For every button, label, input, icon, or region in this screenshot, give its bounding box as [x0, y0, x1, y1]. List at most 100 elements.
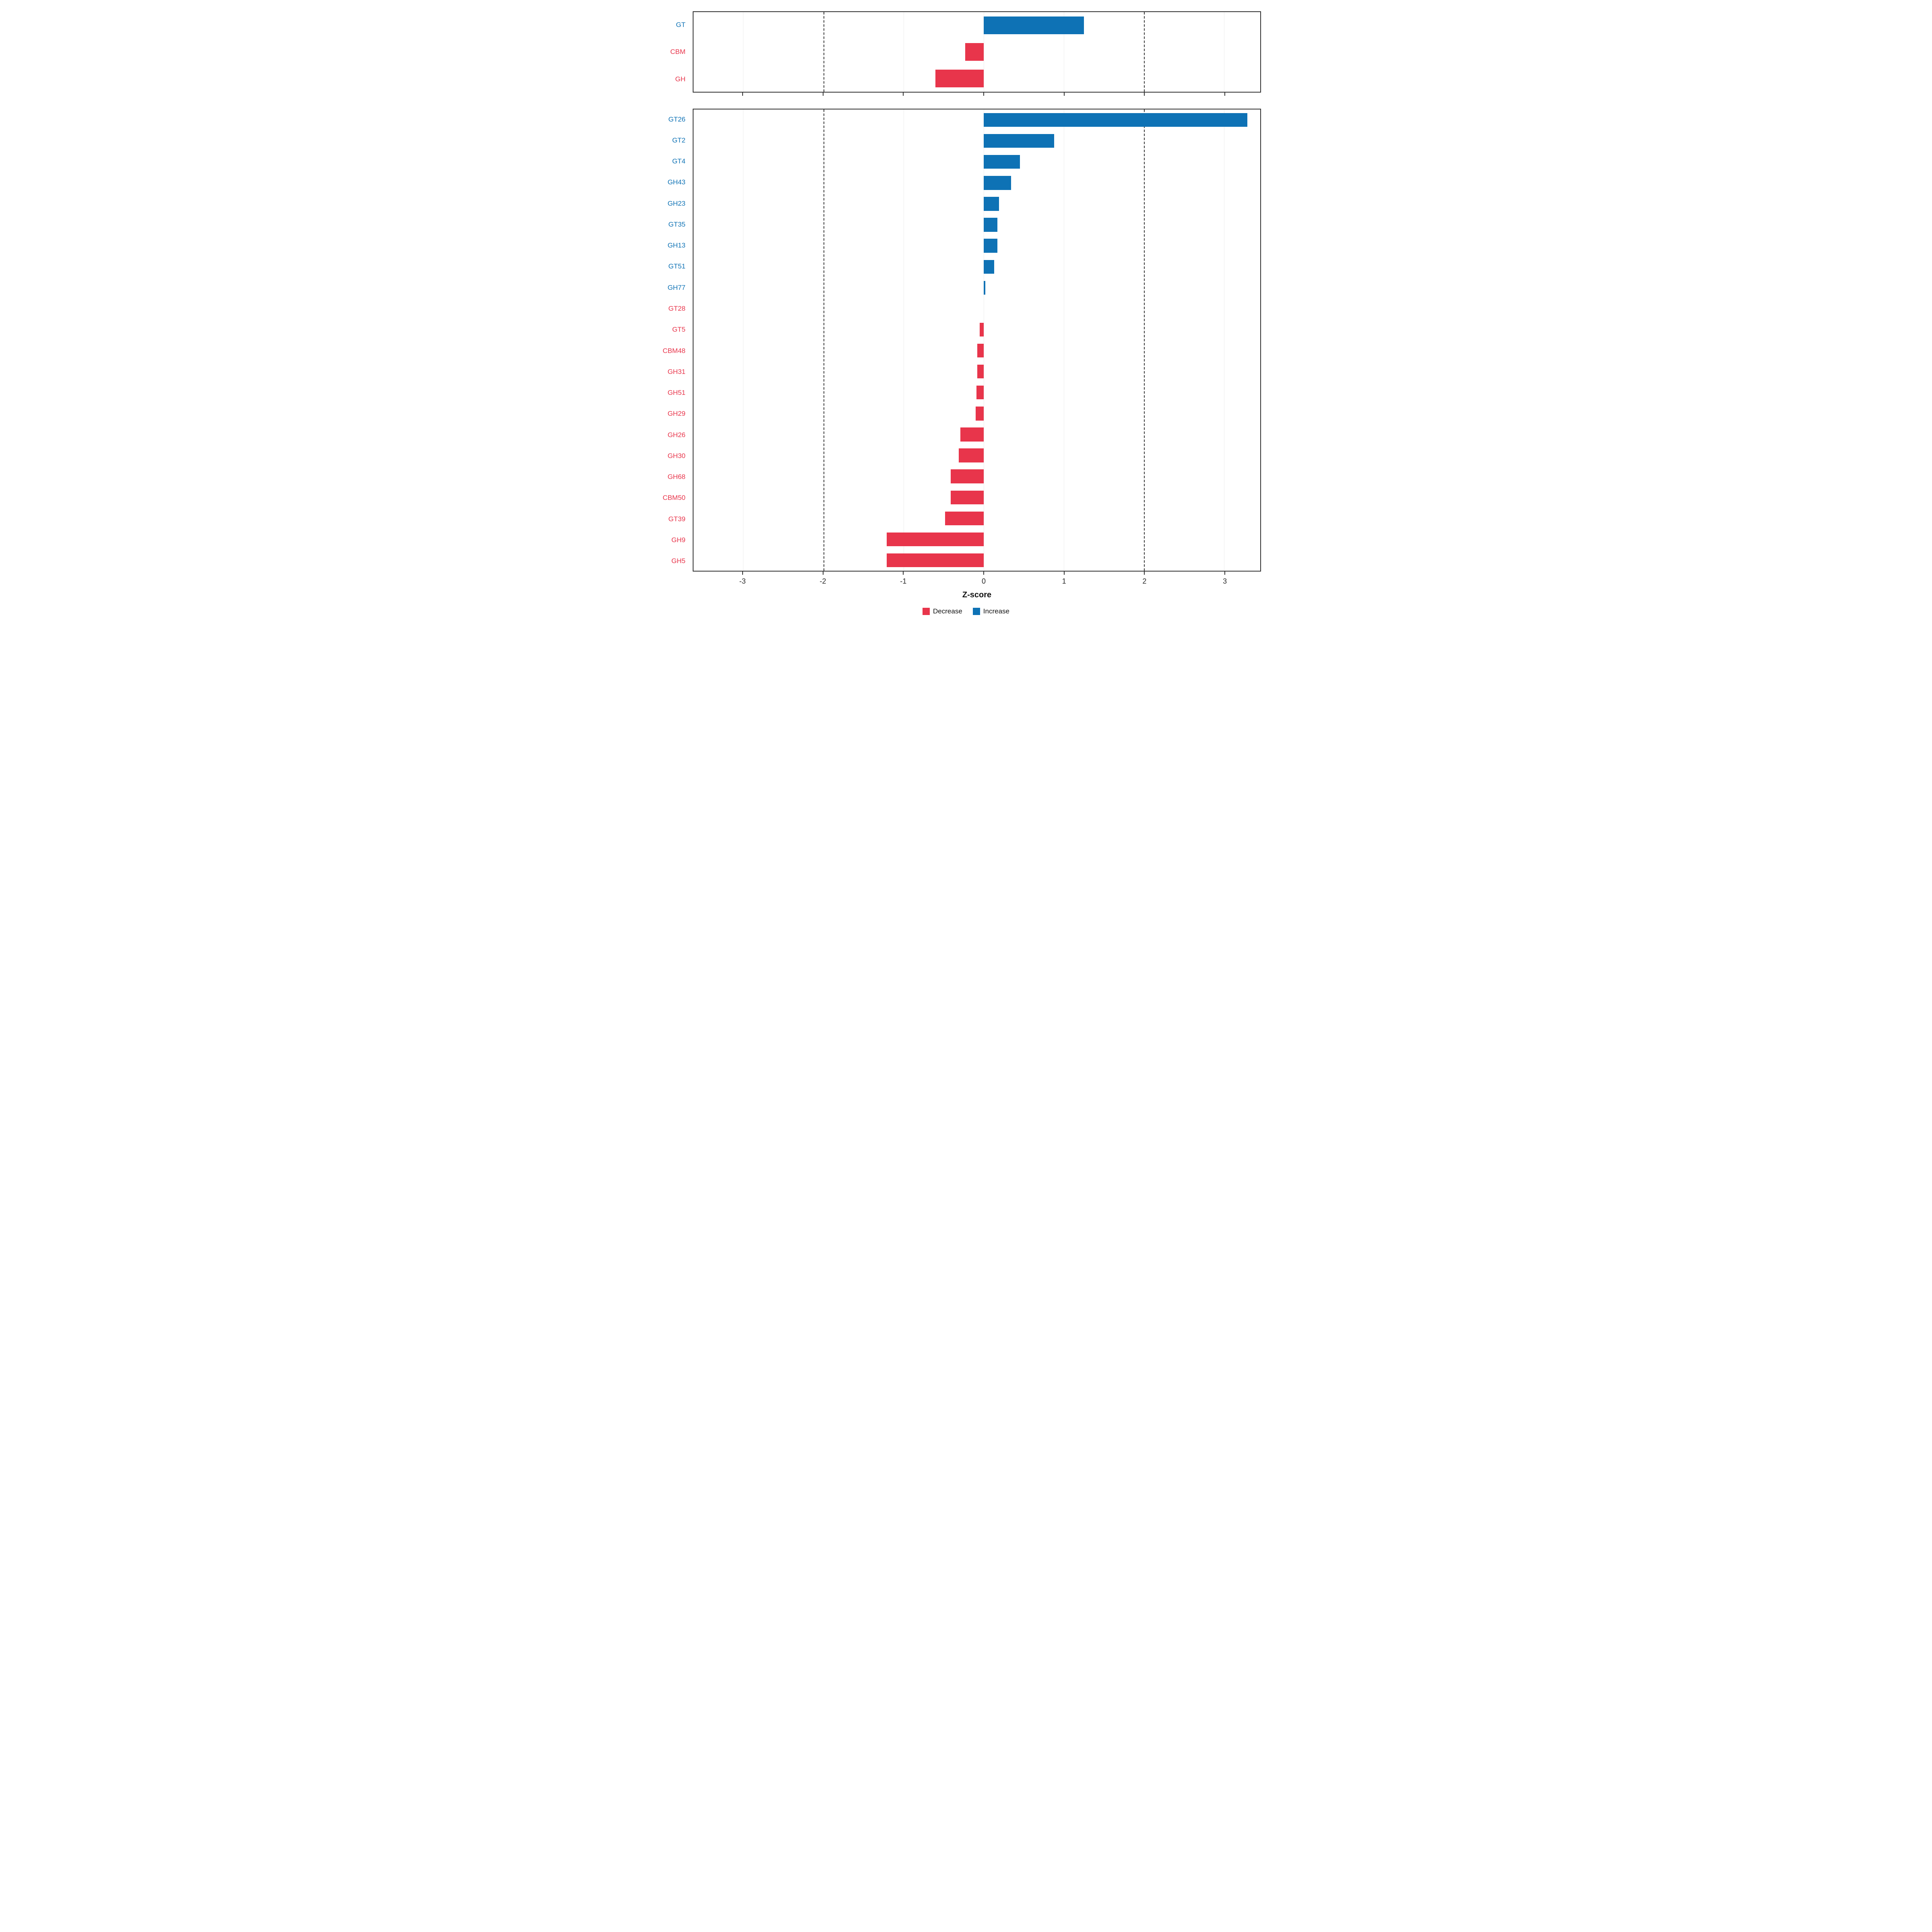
y-axis-label-cbm50: CBM50 — [663, 494, 685, 502]
bar-gt35 — [983, 218, 997, 232]
axis-tick-label--2: -2 — [819, 577, 826, 585]
y-axis-label-gh68: GH68 — [667, 473, 685, 481]
spacer — [654, 572, 689, 576]
bar-gh — [935, 70, 984, 87]
legend-item-decrease: Decrease — [923, 607, 962, 615]
bar-gh23 — [983, 197, 999, 211]
bar-gh29 — [976, 407, 984, 421]
x-axis-ticks — [693, 572, 1261, 576]
y-axis-label-gt51: GT51 — [668, 262, 685, 270]
y-axis-label-gh5: GH5 — [671, 557, 685, 565]
increase-swatch — [972, 608, 980, 615]
bar-gh13 — [983, 239, 997, 253]
detail-panel — [693, 109, 1261, 572]
bar-gh77 — [983, 281, 985, 295]
summary-panel-grid: GT CBM GH — [654, 11, 1278, 93]
y-axis-label-gt28: GT28 — [668, 305, 685, 313]
axis-tick-mark — [1144, 572, 1145, 575]
axis-tick-mark — [742, 93, 743, 96]
bar-gh5 — [886, 553, 984, 568]
bar-row-gh31 — [694, 361, 1260, 382]
bar-gh9 — [886, 532, 984, 547]
decrease-swatch — [923, 608, 930, 615]
summary-y-axis-labels: GT CBM GH — [654, 11, 689, 93]
bar-row-cbm — [694, 39, 1260, 65]
axis-tick-label-3: 3 — [1223, 577, 1227, 585]
axis-tick-mark — [903, 93, 904, 96]
bar-gt2 — [983, 134, 1055, 148]
bar-row-gh — [694, 65, 1260, 92]
axis-tick-mark — [1224, 572, 1226, 575]
y-axis-label-gh30: GH30 — [667, 452, 685, 460]
bar-cbm — [965, 43, 984, 61]
bar-row-gt2 — [694, 130, 1260, 151]
detail-panel-grid: GT26 GT2 GT4 GH43 GH23 GT35 GH13 GT51 GH77 GT28 GT… — [654, 109, 1278, 572]
y-axis-label-gh43: GH43 — [667, 178, 685, 186]
axis-tick-mark — [822, 93, 824, 96]
spacer — [654, 93, 689, 97]
axis-tick-label-0: 0 — [981, 577, 986, 585]
y-axis-label-gt26: GT26 — [668, 115, 685, 123]
bar-gt — [983, 17, 1084, 34]
axis-tick-mark — [742, 572, 743, 575]
y-axis-label-gt39: GT39 — [668, 515, 685, 523]
axis-tick-mark — [1063, 572, 1065, 575]
bar-gt26 — [983, 113, 1248, 127]
bar-row-gh29 — [694, 403, 1260, 424]
bar-row-gh77 — [694, 277, 1260, 298]
bar-row-gt — [694, 12, 1260, 39]
bar-gt51 — [983, 260, 994, 274]
bar-row-gh51 — [694, 382, 1260, 403]
bar-row-gh9 — [694, 529, 1260, 550]
bar-row-gh43 — [694, 172, 1260, 193]
bar-row-gt28 — [694, 298, 1260, 319]
y-axis-label-gt: GT — [676, 21, 685, 29]
dashed-reference-line — [1144, 12, 1145, 92]
y-axis-label-gt2: GT2 — [672, 136, 685, 144]
y-axis-label-gh31: GH31 — [667, 367, 685, 376]
spacer — [654, 576, 689, 588]
bar-gh43 — [983, 176, 1011, 190]
summary-tick-grid — [654, 93, 1278, 97]
bar-gt39 — [945, 511, 984, 525]
y-axis-label-gh: GH — [675, 75, 686, 83]
bar-row-gt4 — [694, 151, 1260, 172]
axis-tick-label-2: 2 — [1142, 577, 1147, 585]
bar-row-gh68 — [694, 466, 1260, 487]
axis-label-grid: -3 -2 -1 0 1 2 3 — [654, 576, 1278, 588]
dashed-reference-line — [1144, 109, 1145, 571]
x-axis-title: Z-score — [962, 590, 992, 599]
bar-row-cbm48 — [694, 340, 1260, 361]
bar-gh68 — [951, 469, 984, 483]
bar-row-cbm50 — [694, 487, 1260, 508]
y-axis-label-gt35: GT35 — [668, 220, 685, 228]
axis-tick-mark — [1224, 93, 1226, 96]
y-axis-label-gh29: GH29 — [667, 410, 685, 418]
summary-axis-ticks — [693, 93, 1261, 97]
axis-tick-mark — [983, 572, 984, 575]
detail-tick-grid — [654, 572, 1278, 576]
bar-cbm50 — [951, 490, 984, 504]
bar-row-gh5 — [694, 550, 1260, 571]
legend: Decrease Increase — [654, 602, 1278, 621]
y-axis-label-gh23: GH23 — [667, 199, 685, 207]
legend-label-decrease: Decrease — [933, 607, 962, 615]
panel-gap — [654, 97, 1278, 109]
bar-gt4 — [983, 155, 1020, 169]
y-axis-label-cbm: CBM — [670, 48, 685, 56]
xlabel-grid: Z-score — [654, 588, 1278, 602]
axis-tick-mark — [822, 572, 824, 575]
bar-row-gh13 — [694, 235, 1260, 256]
legend-item-increase: Increase — [972, 607, 1009, 615]
spacer — [654, 588, 689, 602]
y-axis-label-gh9: GH9 — [671, 536, 685, 544]
bar-row-gt5 — [694, 319, 1260, 340]
axis-tick-mark — [1063, 93, 1065, 96]
bar-gh26 — [960, 427, 984, 442]
y-axis-label-gh13: GH13 — [667, 242, 685, 250]
bar-gh51 — [976, 386, 984, 400]
zscore-bar-figure: GT CBM GH GT26 GT2 GT4 GH43 GH23 GT35 GH13 GT51 GH… — [654, 0, 1278, 625]
bar-row-gt39 — [694, 508, 1260, 529]
axis-tick-label--1: -1 — [900, 577, 907, 585]
axis-tick-label-1: 1 — [1062, 577, 1066, 585]
